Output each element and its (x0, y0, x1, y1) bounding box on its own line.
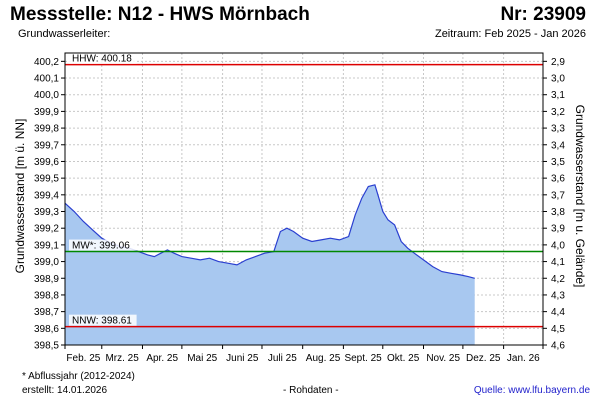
y-tick-label: 399,6 (34, 157, 59, 168)
x-axis-ticks: Feb. 25 Mrz. 25 Apr. 25 Mai 25 Juni 25 Juli 2… (64, 345, 544, 364)
y-tick-label: 399,5 (34, 174, 59, 185)
reference-label-bg (69, 52, 137, 64)
grid (65, 53, 543, 346)
reference-label-bg (69, 239, 137, 251)
y-tick-label: 398,7 (34, 307, 59, 318)
x-tick-label: Mai 25 (187, 353, 217, 364)
y2-axis-title: Grundwasserstand [m u. Gelände] (573, 105, 587, 288)
y2-tick-label: 4,3 (551, 290, 565, 301)
y-tick-label: 399,3 (34, 207, 59, 218)
source-link[interactable]: Quelle: www.lfu.bayern.de (473, 385, 590, 396)
y-tick-label: 399,7 (34, 140, 59, 151)
y2-tick-label: 3,2 (551, 107, 565, 118)
y2-tick-label: 2,9 (551, 57, 565, 68)
y-axis-title: Grundwasserstand [m ü. NN] (13, 119, 27, 274)
y2-tick-label: 4,4 (551, 307, 565, 318)
x-tick-label: Aug. 25 (306, 353, 341, 364)
x-tick-label: Sept. 25 (344, 353, 382, 364)
reference-label: MW*: 399.06 (72, 241, 130, 252)
x-tick-label: Mrz. 25 (105, 353, 139, 364)
x-tick-label: Feb. 25 (66, 353, 100, 364)
y-tick-label: 400,2 (34, 57, 59, 68)
y-tick-label: 399,8 (34, 124, 59, 135)
y-tick-label: 400,0 (34, 90, 59, 101)
water-level-line (64, 184, 475, 279)
x-tick-label: Juli 25 (268, 353, 297, 364)
x-tick-label: Juni 25 (226, 353, 259, 364)
x-tick-label: Jan. 26 (507, 353, 540, 364)
y2-tick-label: 3,3 (551, 124, 565, 135)
plot-frame (64, 52, 544, 346)
y2-tick-label: 3,0 (551, 74, 565, 85)
y2-tick-label: 4,6 (551, 341, 565, 352)
reference-lines: HHW: 400.18 MW*: 399.06 NNW: 398.61 (65, 52, 543, 328)
y2-tick-label: 3,5 (551, 157, 565, 168)
period-label: Zeitraum: Feb 2025 - Jan 2026 (434, 28, 586, 40)
y-tick-label: 399,9 (34, 107, 59, 118)
y-tick-label: 398,8 (34, 290, 59, 301)
y-tick-label: 400,1 (34, 74, 59, 85)
y2-tick-label: 4,5 (551, 324, 565, 335)
reference-label-bg (69, 314, 137, 326)
y2-tick-label: 4,1 (551, 257, 565, 268)
reference-label: NNW: 398.61 (72, 316, 132, 327)
x-tick-label: Apr. 25 (146, 353, 178, 364)
footnote: * Abflussjahr (2012-2024) (22, 371, 135, 382)
y2-tick-label: 3,7 (551, 190, 565, 201)
created-date: erstellt: 14.01.2026 (22, 385, 108, 396)
y2-axis-ticks: 4,6 4,5 4,4 4,3 4,2 4,1 4,0 3,9 3,8 3,7 3,6 3,5 3,4 3… (543, 57, 565, 352)
raw-data-note: - Rohdaten - (283, 385, 339, 396)
y-tick-label: 399,4 (34, 190, 59, 201)
y-tick-label: 399,1 (34, 240, 59, 251)
x-tick-label: Dez. 25 (466, 353, 501, 364)
x-tick-label: Nov. 25 (426, 353, 460, 364)
y2-tick-label: 4,2 (551, 274, 565, 285)
y-tick-label: 398,9 (34, 274, 59, 285)
y-tick-label: 399,0 (34, 257, 59, 268)
x-tick-label: Okt. 25 (387, 353, 420, 364)
y-tick-label: 398,6 (34, 324, 59, 335)
y-tick-label: 398,5 (34, 341, 59, 352)
reference-label: HHW: 400.18 (72, 54, 132, 65)
y2-tick-label: 3,8 (551, 207, 565, 218)
page-title: Messstelle: N12 - HWS Mörnbach (10, 4, 310, 25)
y2-tick-label: 3,1 (551, 90, 565, 101)
water-level-area (65, 184, 475, 345)
y-axis-ticks: 398,5 398,6 398,7 398,8 398,9 399,0 399,1 399,2… (34, 57, 65, 352)
station-number: Nr: 23909 (500, 4, 586, 25)
y2-tick-label: 3,4 (551, 140, 565, 151)
aquifer-label: Grundwasserleiter: (18, 28, 111, 40)
y2-tick-label: 3,9 (551, 224, 565, 235)
y2-tick-label: 4,0 (551, 240, 565, 251)
y2-tick-label: 3,6 (551, 174, 565, 185)
y-tick-label: 399,2 (34, 224, 59, 235)
